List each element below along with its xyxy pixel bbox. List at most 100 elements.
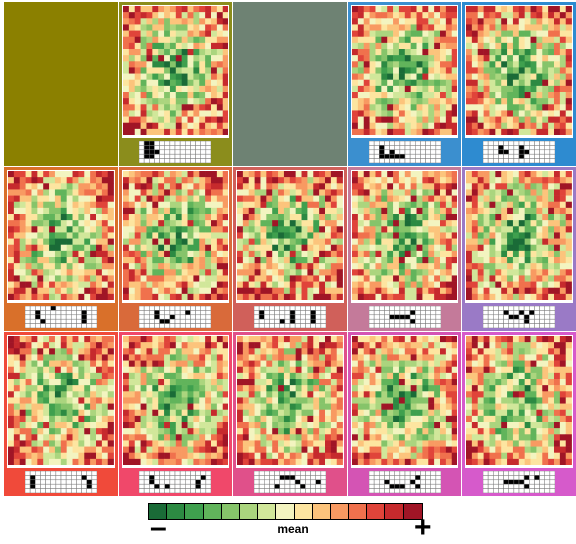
selector-glyph[interactable] — [139, 141, 212, 163]
selector-cell — [424, 318, 431, 324]
heatmap-cell — [295, 397, 303, 404]
heatmap-cell — [278, 250, 285, 258]
heatmap-cell — [175, 42, 182, 50]
heatmap-cell — [157, 263, 164, 270]
heatmap-cell — [140, 263, 147, 270]
selector-cell — [139, 488, 145, 493]
panel[interactable] — [118, 2, 233, 166]
heatmap-cell — [90, 434, 97, 441]
heatmap-cell — [313, 238, 320, 246]
heatmap-cell — [313, 269, 320, 276]
heatmap-cell — [66, 171, 73, 178]
panel[interactable] — [347, 167, 462, 331]
panel[interactable] — [462, 2, 576, 166]
heatmap-cell — [13, 287, 21, 295]
heatmap-cell — [222, 18, 229, 25]
heatmap-cell — [489, 244, 497, 252]
heatmap-cell — [284, 201, 291, 209]
heatmap-cell — [8, 263, 15, 270]
heatmap-cell — [248, 171, 256, 178]
selector-cell — [424, 141, 431, 146]
selector-cell — [289, 310, 296, 316]
panel[interactable] — [462, 167, 576, 331]
heatmap-cell — [140, 18, 147, 25]
heatmap-cell — [513, 61, 520, 68]
heatmap-cell — [157, 171, 164, 178]
panel[interactable] — [347, 332, 462, 496]
panel[interactable] — [233, 332, 347, 496]
selector-cell — [315, 314, 322, 320]
selector-cell — [29, 488, 36, 493]
heatmap-cell — [181, 238, 188, 246]
heatmap-cell — [325, 348, 332, 355]
selector-glyph[interactable] — [253, 471, 326, 493]
heatmap-cell — [331, 257, 338, 264]
heatmap-cell — [554, 61, 561, 68]
heatmap-cell — [243, 428, 250, 435]
heatmap-cell — [554, 275, 561, 282]
heatmap-cell — [428, 61, 435, 68]
heatmap-cell — [146, 12, 153, 19]
heatmap-cell — [416, 42, 423, 50]
panel[interactable] — [4, 167, 118, 331]
heatmap-cell — [307, 434, 314, 441]
heatmap-cell — [519, 189, 526, 196]
selector-glyph[interactable] — [483, 141, 556, 163]
selector-glyph[interactable] — [368, 306, 441, 328]
heatmap-cell — [19, 415, 26, 423]
heatmap-cell — [351, 275, 358, 282]
heatmap-cell — [187, 287, 194, 295]
heatmap-cell — [560, 171, 567, 178]
heatmap-cell — [560, 201, 567, 209]
heatmap-cell — [357, 269, 364, 276]
panel[interactable] — [118, 332, 233, 496]
panel[interactable] — [118, 167, 233, 331]
heatmap-cell — [289, 348, 297, 355]
heatmap-cell — [301, 348, 308, 355]
selector-glyph[interactable] — [24, 306, 97, 328]
heatmap-cell — [451, 98, 458, 105]
heatmap-cell — [84, 244, 91, 252]
heatmap-cell — [284, 342, 291, 349]
heatmap-cell — [351, 238, 358, 246]
heatmap-cell — [410, 122, 417, 130]
heatmap-cell — [548, 201, 555, 209]
panel[interactable] — [347, 2, 462, 166]
heatmap-cell — [128, 281, 135, 289]
heatmap-cell — [140, 73, 147, 81]
heatmap-cell — [266, 360, 273, 368]
selector-glyph[interactable] — [139, 306, 212, 328]
heatmap-cell — [101, 293, 109, 300]
heatmap-cell — [433, 30, 441, 38]
panel[interactable] — [4, 2, 118, 166]
heatmap-cell — [181, 171, 188, 178]
heatmap-cell — [107, 440, 114, 447]
selector-cell — [149, 488, 156, 493]
heatmap-cell — [266, 214, 273, 221]
heatmap-cell — [336, 452, 343, 460]
panel[interactable] — [233, 2, 347, 166]
selector-cell — [149, 149, 156, 155]
selector-cell — [55, 479, 62, 485]
selector-glyph[interactable] — [368, 141, 441, 163]
selector-glyph[interactable] — [483, 306, 556, 328]
heatmap-cell — [495, 238, 502, 246]
selector-glyph[interactable] — [253, 306, 326, 328]
heatmap-cell — [25, 428, 32, 435]
selector-glyph[interactable] — [24, 471, 97, 493]
selector-glyph[interactable] — [139, 471, 212, 493]
panel[interactable] — [4, 332, 118, 496]
selector-cell — [180, 153, 186, 159]
heatmap-cell — [96, 458, 103, 465]
heatmap-cell — [134, 238, 141, 246]
heatmap-cell — [560, 110, 567, 117]
panel[interactable] — [233, 167, 347, 331]
heatmap-cell — [140, 128, 147, 135]
heatmap-cell — [222, 293, 229, 300]
heatmap-cell — [542, 92, 549, 99]
selector-cell — [305, 318, 311, 324]
heatmap-cell — [198, 79, 206, 87]
heatmap-cell — [60, 446, 67, 454]
selector-cell — [430, 310, 436, 316]
heatmap-cell — [331, 446, 338, 454]
